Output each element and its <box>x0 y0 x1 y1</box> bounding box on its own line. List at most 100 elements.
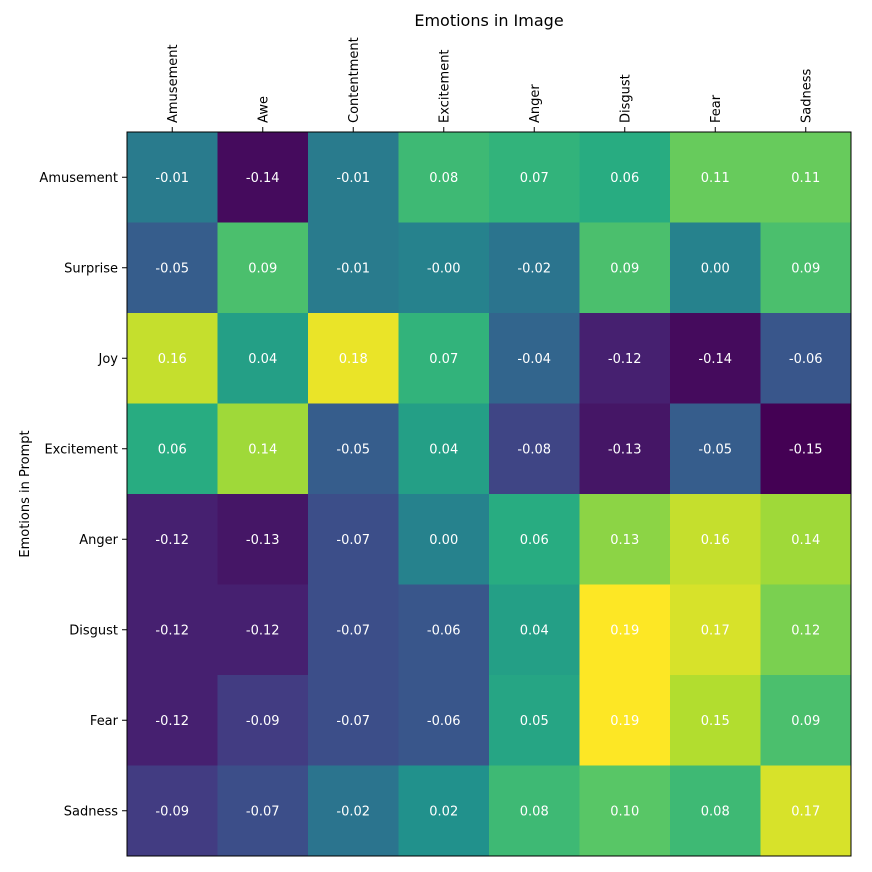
cell-value-label: -0.01 <box>336 171 370 186</box>
chart-title: Emotions in Image <box>414 11 563 30</box>
heatmap-cell <box>579 765 671 857</box>
heatmap-cell <box>308 222 399 314</box>
heatmap-cell <box>489 675 580 766</box>
heatmap-cell <box>579 222 671 314</box>
y-tick-label: Fear <box>90 714 119 729</box>
heatmap-cell <box>217 765 309 857</box>
heatmap-cell <box>217 403 309 495</box>
x-tick-label: Contentment <box>347 37 362 123</box>
heatmap-cell <box>217 584 309 676</box>
heatmap-cells: -0.01 -0.14 -0.01 0.08 0.07 0.06 0.11 0.11 -0.05… <box>127 132 852 857</box>
heatmap-cell <box>670 584 761 676</box>
cell-value-label: -0.12 <box>155 533 189 548</box>
y-tick-label: Anger <box>79 533 118 548</box>
cell-value-label: 0.17 <box>701 623 730 638</box>
heatmap-cell <box>398 403 490 495</box>
cell-value-label: -0.02 <box>517 261 551 276</box>
cell-value-label: 0.07 <box>520 171 549 186</box>
heatmap-cell <box>670 403 761 495</box>
cell-value-label: -0.12 <box>155 714 189 729</box>
cell-value-label: -0.01 <box>336 261 370 276</box>
cell-value-label: -0.01 <box>155 171 189 186</box>
cell-value-label: 0.09 <box>248 261 277 276</box>
heatmap-cell <box>489 222 580 314</box>
heatmap-cell <box>489 584 580 676</box>
heatmap-cell <box>127 765 218 857</box>
heatmap-cell <box>217 222 309 314</box>
heatmap-cell <box>308 494 399 585</box>
cell-value-label: 0.05 <box>520 714 549 729</box>
x-tick-label: Excitement <box>437 49 452 123</box>
heatmap-cell <box>670 313 761 404</box>
heatmap-cell <box>308 132 399 223</box>
y-axis-ticks: Amusement Surprise Joy Excitement Anger Disgu… <box>39 171 127 819</box>
cell-value-label: -0.09 <box>246 714 280 729</box>
cell-value-label: -0.07 <box>336 623 370 638</box>
cell-value-label: 0.08 <box>520 804 549 819</box>
cell-value-label: 0.13 <box>610 533 639 548</box>
cell-value-label: 0.07 <box>429 352 458 367</box>
heatmap-cell <box>489 313 580 404</box>
cell-value-label: -0.06 <box>427 623 461 638</box>
cell-value-label: 0.15 <box>701 714 730 729</box>
cell-value-label: 0.11 <box>791 171 820 186</box>
cell-value-label: -0.08 <box>517 442 551 457</box>
cell-value-label: 0.06 <box>610 171 639 186</box>
heatmap-cell <box>308 675 399 766</box>
heatmap-cell <box>127 584 218 676</box>
heatmap-cell <box>760 313 852 404</box>
cell-value-label: -0.04 <box>517 352 551 367</box>
plot-frame <box>126 131 852 857</box>
cell-value-label: 0.12 <box>791 623 820 638</box>
cell-value-label: 0.11 <box>701 171 730 186</box>
heatmap-cell <box>579 313 671 404</box>
x-tick-label: Amusement <box>166 44 181 123</box>
heatmap-cell <box>760 403 852 495</box>
heatmap-cell <box>760 584 852 676</box>
cell-value-label: 0.19 <box>610 714 639 729</box>
cell-value-label: 0.10 <box>610 804 639 819</box>
cell-value-label: 0.08 <box>429 171 458 186</box>
heatmap-cell <box>670 494 761 585</box>
cell-value-label: -0.12 <box>155 623 189 638</box>
heatmap-cell <box>127 132 218 223</box>
heatmap-cell <box>127 222 218 314</box>
cell-value-label: -0.14 <box>246 171 280 186</box>
heatmap-cell <box>127 403 218 495</box>
heatmap-cell <box>398 765 490 857</box>
heatmap-cell <box>579 403 671 495</box>
heatmap-cell <box>760 132 852 223</box>
heatmap-cell <box>760 494 852 585</box>
heatmap-cell <box>217 675 309 766</box>
cell-value-label: -0.12 <box>608 352 642 367</box>
cell-value-label: -0.06 <box>427 714 461 729</box>
cell-value-label: -0.12 <box>246 623 280 638</box>
heatmap-cell <box>670 222 761 314</box>
cell-value-label: 0.08 <box>701 804 730 819</box>
heatmap-cell <box>127 313 218 404</box>
cell-value-label: -0.15 <box>789 442 823 457</box>
cell-value-label: 0.17 <box>791 804 820 819</box>
y-tick-label: Joy <box>98 352 119 367</box>
heatmap-cell <box>579 494 671 585</box>
heatmap-cell <box>489 494 580 585</box>
cell-value-label: -0.07 <box>336 714 370 729</box>
y-tick-label: Disgust <box>69 623 118 638</box>
cell-value-label: 0.16 <box>158 352 187 367</box>
y-axis-label: Emotions in Prompt <box>18 430 33 557</box>
heatmap-cell <box>398 313 490 404</box>
x-tick-label: Awe <box>256 96 271 123</box>
cell-value-label: -0.05 <box>336 442 370 457</box>
x-tick-label: Disgust <box>618 74 633 123</box>
heatmap-cell <box>579 675 671 766</box>
cell-value-label: 0.00 <box>701 261 730 276</box>
y-tick-label: Excitement <box>44 442 118 457</box>
cell-value-label: -0.13 <box>246 533 280 548</box>
cell-value-label: -0.09 <box>155 804 189 819</box>
cell-value-label: -0.06 <box>789 352 823 367</box>
cell-value-label: 0.14 <box>248 442 277 457</box>
heatmap-cell <box>398 584 490 676</box>
cell-value-label: -0.14 <box>698 352 732 367</box>
heatmap-cell <box>217 132 309 223</box>
